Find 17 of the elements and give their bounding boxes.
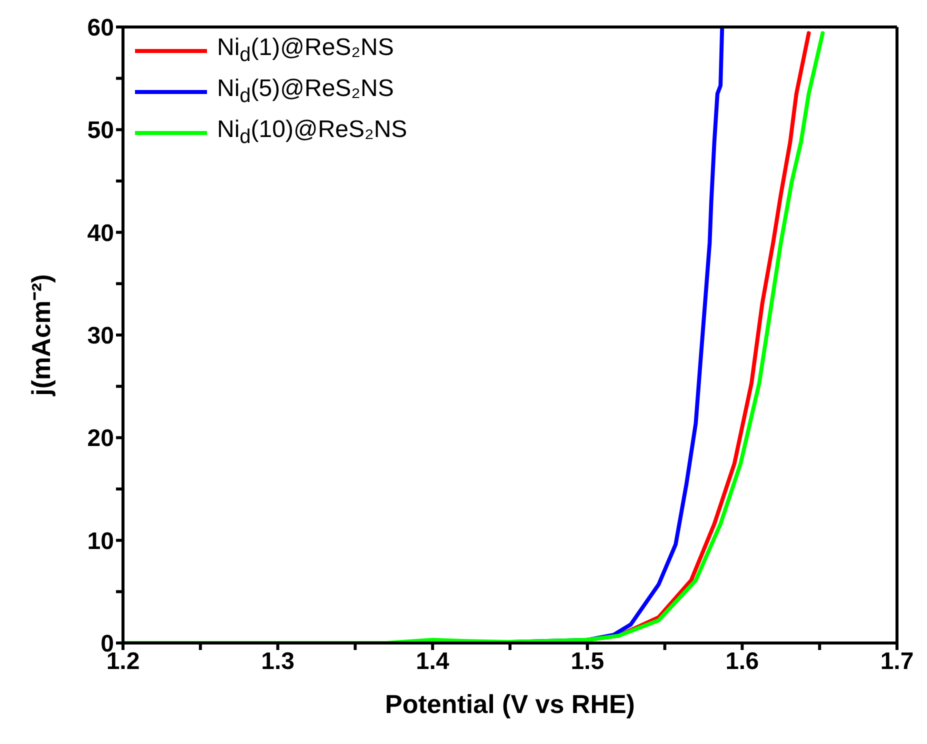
y-tick-label: 10 bbox=[87, 528, 114, 555]
y-tick-label: 20 bbox=[87, 425, 114, 452]
x-tick-label: 1.3 bbox=[261, 648, 294, 676]
x-tick-label: 1.6 bbox=[726, 648, 759, 676]
y-tick-label: 30 bbox=[87, 322, 114, 350]
x-tick-label: 1.7 bbox=[880, 648, 914, 676]
legend-label: Ni$_{d}$(10)@ReS₂NS bbox=[217, 114, 408, 150]
y-axis-title: j(mAcm⁻²) bbox=[26, 274, 56, 397]
x-tick-label: 1.5 bbox=[570, 648, 604, 676]
legend-label: Ni$_{d}$(5)@ReS₂NS bbox=[217, 74, 394, 109]
x-tick-label: 1.4 bbox=[416, 648, 450, 676]
y-tick-label: 40 bbox=[87, 220, 114, 247]
line-series bbox=[123, 31, 825, 643]
y-tick-label: 50 bbox=[87, 117, 114, 144]
x-axis-title: Potential (V vs RHE) bbox=[385, 689, 635, 719]
legend-label: Ni$_{d}$(1)@ReS₂NS bbox=[217, 33, 394, 68]
y-tick-label: 60 bbox=[87, 14, 114, 42]
